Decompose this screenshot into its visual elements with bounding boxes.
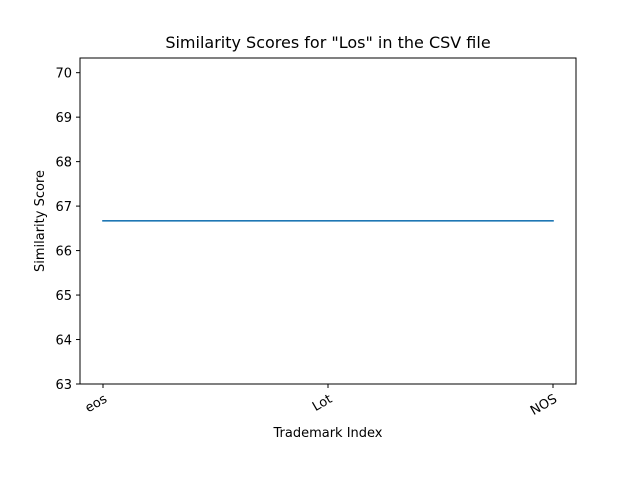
y-tick-label: 69 [55, 111, 72, 126]
y-tick-label: 63 [55, 378, 72, 393]
y-tick-label: 70 [55, 67, 72, 82]
y-tick-label: 65 [55, 289, 72, 304]
y-axis-label: Similarity Score [33, 170, 48, 272]
y-tick-label: 67 [55, 200, 72, 215]
x-axis-label: Trademark Index [272, 426, 382, 441]
chart-title: Similarity Scores for "Los" in the CSV f… [165, 33, 490, 52]
y-tick-label: 66 [55, 245, 72, 260]
y-tick-label: 64 [55, 334, 72, 349]
axes-frame [79, 57, 577, 385]
y-tick-label: 68 [55, 156, 72, 171]
